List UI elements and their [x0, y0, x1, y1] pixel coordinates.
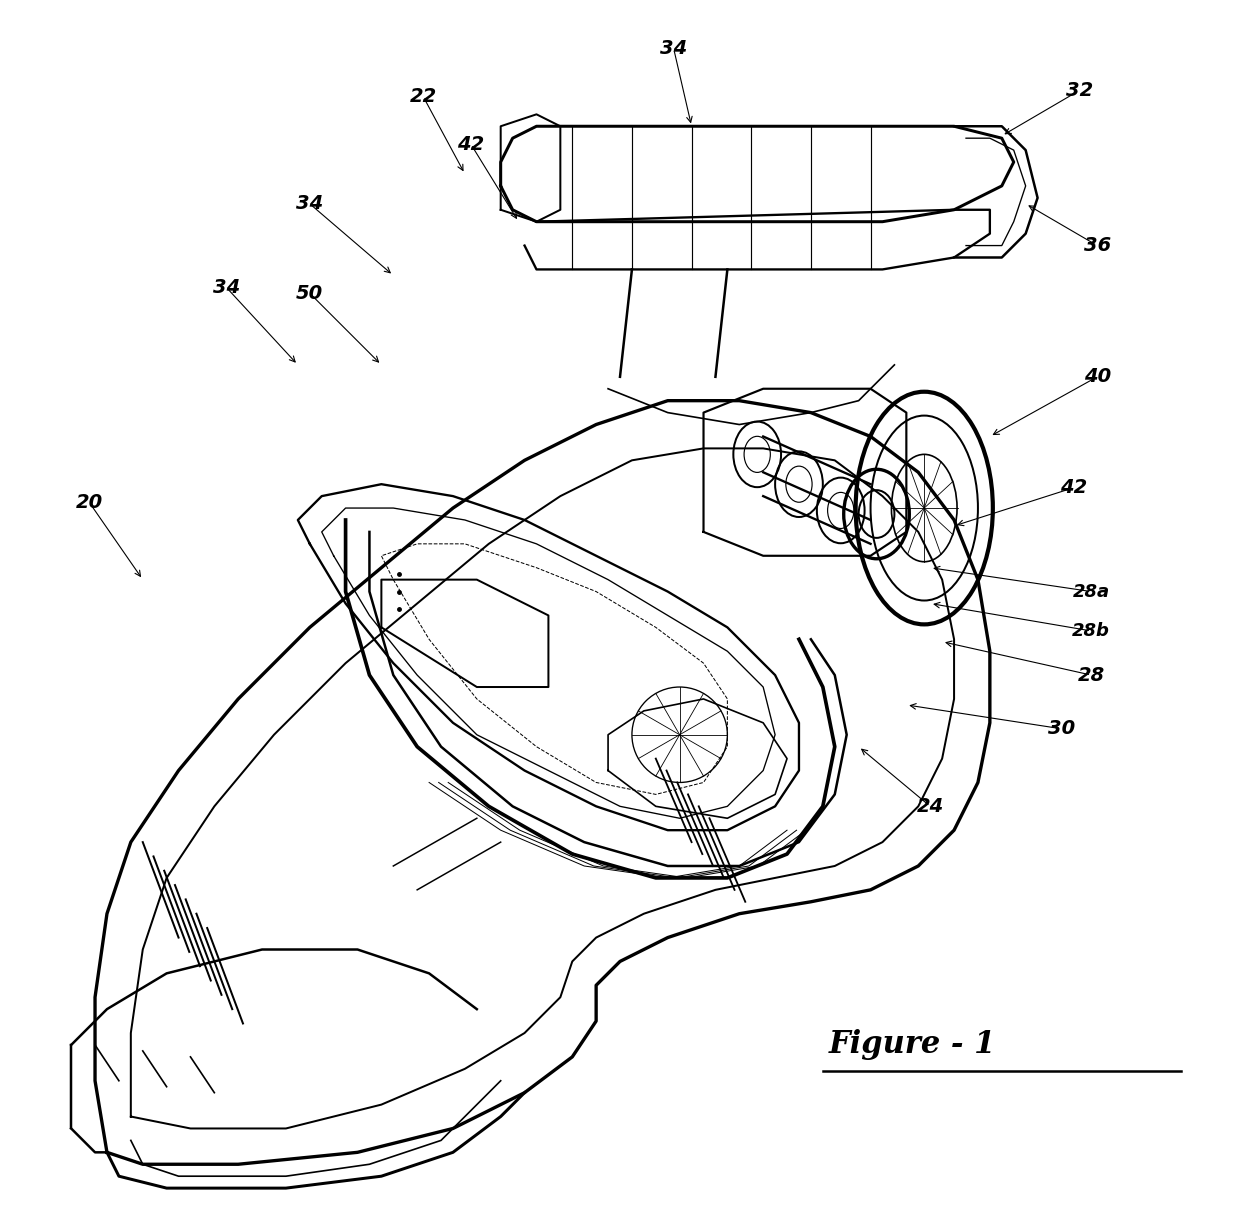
Text: 22: 22 — [409, 87, 436, 106]
Text: 28b: 28b — [1073, 622, 1110, 640]
Text: 34: 34 — [212, 278, 239, 297]
Text: 42: 42 — [458, 135, 485, 153]
Text: 34: 34 — [296, 194, 324, 214]
Text: 40: 40 — [1084, 367, 1111, 386]
Text: 20: 20 — [76, 492, 103, 512]
Text: 36: 36 — [1084, 237, 1111, 255]
Text: 50: 50 — [296, 284, 324, 303]
Text: 28: 28 — [1078, 665, 1105, 684]
Text: 34: 34 — [660, 39, 687, 58]
Text: 28a: 28a — [1073, 583, 1110, 601]
Text: Figure - 1: Figure - 1 — [828, 1030, 996, 1061]
Text: 42: 42 — [1060, 478, 1087, 497]
Text: 24: 24 — [916, 797, 944, 816]
Text: 30: 30 — [1048, 719, 1075, 739]
Text: 32: 32 — [1065, 81, 1092, 100]
